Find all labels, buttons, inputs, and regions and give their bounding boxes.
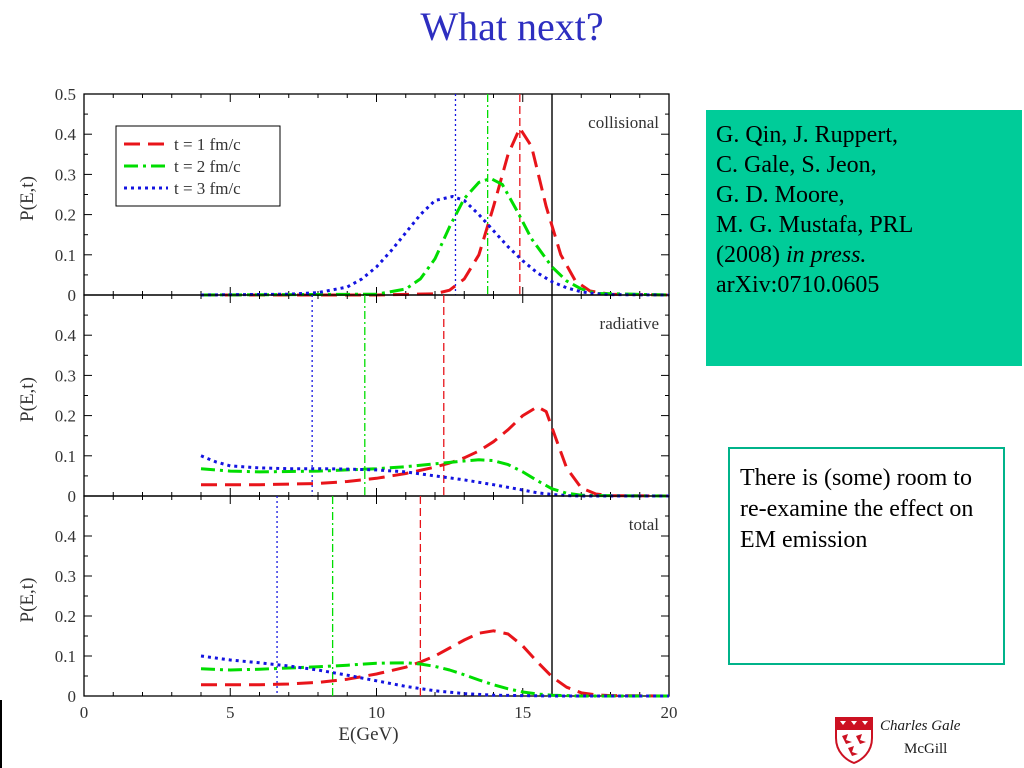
- series-line-3: [200, 195, 670, 297]
- x-tick-label: 10: [368, 703, 385, 722]
- y-tick-label: 0.3: [55, 366, 76, 385]
- x-axis-label: E(GeV): [338, 724, 398, 745]
- y-axis-label: P(E,t): [17, 578, 38, 623]
- reference-status: in press.: [785, 242, 867, 268]
- chart-panel-radiative: 0 0.1 0.2 0.3 0.4 P(E,t) radiative: [17, 294, 670, 506]
- legend-entry: t = 1 fm/c: [174, 135, 241, 154]
- y-tick-label: 0.4: [55, 527, 77, 546]
- x-tick-label: 15: [514, 703, 531, 722]
- panel-annotation: collisional: [588, 113, 659, 132]
- y-tick-label: 0: [68, 286, 77, 305]
- footer-institution: McGill: [904, 741, 948, 757]
- plot-frame: [83, 495, 670, 697]
- slide-title: What next?: [420, 4, 604, 49]
- y-tick-label: 0.4: [55, 125, 77, 144]
- note-box: There is (some) room to re-examine the e…: [728, 447, 1005, 665]
- y-tick-label: 0.1: [55, 246, 76, 265]
- series-line-1: [201, 405, 670, 498]
- y-tick-label: 0.5: [55, 85, 76, 104]
- y-tick-label: 0.4: [55, 326, 77, 345]
- reference-box: G. Qin, J. Ruppert, C. Gale, S. Jeon, G.…: [706, 110, 1022, 366]
- slide-edge-line: [0, 700, 2, 768]
- series-line-2: [200, 458, 670, 498]
- x-tick-label: 20: [661, 703, 678, 722]
- plot-frame: [83, 294, 670, 497]
- chart-legend: t = 1 fm/c t = 2 fm/c t = 3 fm/c: [115, 125, 281, 207]
- series-line-3: [200, 654, 669, 698]
- chart-panel-total: 0 0.1 0.2 0.3 0.4 0 5 10 15 20 E(GeV) P(E,t) total: [17, 495, 678, 745]
- reference-line: C. Gale, S. Jeon,: [716, 152, 877, 178]
- series-line-2: [200, 176, 670, 297]
- y-tick-label: 0: [68, 687, 77, 706]
- y-tick-label: 0.2: [55, 206, 76, 225]
- y-axis-label: P(E,t): [17, 377, 38, 422]
- y-tick-label: 0.1: [55, 647, 76, 666]
- reference-line: M. G. Mustafa, PRL: [716, 212, 914, 238]
- legend-entry: t = 3 fm/c: [174, 179, 241, 198]
- panel-annotation: total: [629, 515, 659, 534]
- y-tick-label: 0.2: [55, 607, 76, 626]
- chart-panel-collisional: 0 0.1 0.2 0.3 0.4 0.5 P(E,t) collisional t = 1 f…: [17, 85, 670, 305]
- x-tick-label: 5: [226, 703, 235, 722]
- reference-year-line: (2008) in press.: [716, 240, 1012, 270]
- reference-line: G. D. Moore,: [716, 182, 845, 208]
- note-text: There is (some) room to re-examine the e…: [740, 465, 974, 553]
- y-tick-label: 0.1: [55, 447, 76, 466]
- reference-year: (2008): [716, 242, 786, 268]
- panel-annotation: radiative: [600, 314, 659, 333]
- y-tick-label: 0.2: [55, 407, 76, 426]
- y-tick-label: 0.3: [55, 165, 76, 184]
- legend-entry: t = 2 fm/c: [174, 157, 241, 176]
- x-tick-label: 0: [80, 703, 89, 722]
- footer-author: Charles Gale: [880, 718, 961, 734]
- mcgill-crest-icon: [835, 717, 873, 764]
- reference-line: G. Qin, J. Ruppert,: [716, 122, 898, 148]
- series-line-2: [200, 661, 669, 698]
- footer: Charles Gale McGill: [834, 716, 1024, 768]
- y-axis-label: P(E,t): [17, 176, 38, 221]
- y-tick-label: 0: [68, 487, 77, 506]
- y-tick-label: 0.3: [55, 567, 76, 586]
- reference-arxiv: arXiv:0710.0605: [716, 272, 880, 298]
- series-line-1: [201, 629, 670, 698]
- series-line-3: [200, 454, 669, 498]
- series-line-1: [201, 126, 670, 297]
